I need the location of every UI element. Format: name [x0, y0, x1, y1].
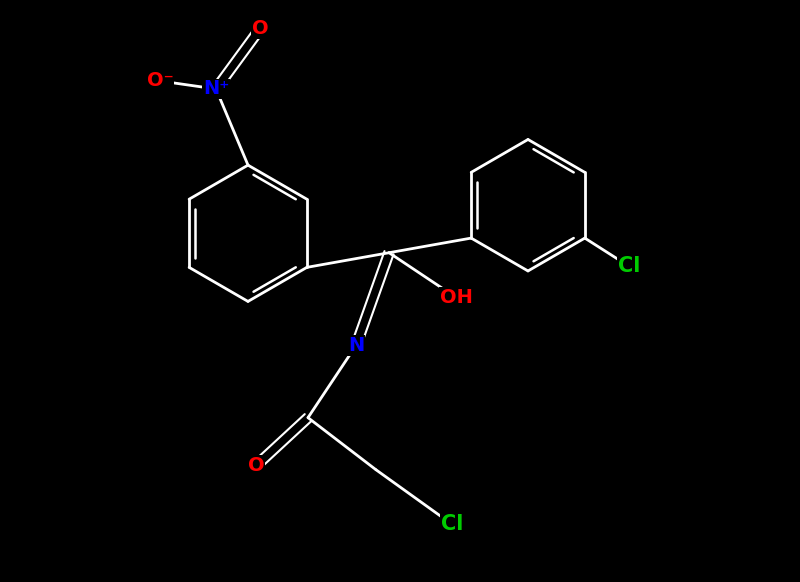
Text: N⁺: N⁺: [203, 80, 229, 98]
Text: N: N: [348, 336, 364, 355]
Text: Cl: Cl: [441, 514, 463, 534]
Text: O: O: [252, 19, 268, 38]
Text: O⁻: O⁻: [146, 72, 174, 90]
Text: Cl: Cl: [618, 256, 640, 276]
Text: O: O: [248, 456, 264, 475]
Text: OH: OH: [439, 288, 473, 307]
